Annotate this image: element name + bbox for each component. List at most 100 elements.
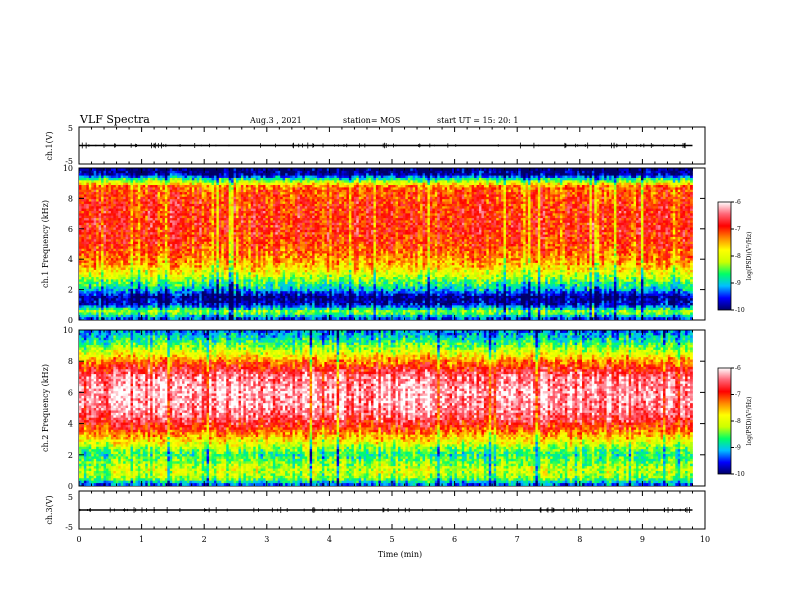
spectrogram-cell	[106, 227, 109, 230]
spectrogram-cell	[104, 256, 107, 259]
spectrogram-cell	[89, 256, 92, 259]
spectrogram-cell	[121, 246, 124, 249]
spectrogram-cell	[116, 265, 119, 268]
spectrogram-cell	[106, 242, 109, 245]
spectrogram-cell	[118, 277, 121, 280]
spectrogram-cell	[94, 171, 97, 174]
spectrogram-cell	[113, 286, 116, 289]
spectrogram-cell	[116, 312, 119, 315]
spectrogram-cell	[101, 270, 104, 273]
spectrogram-cell	[89, 291, 92, 294]
spectrogram-cell	[91, 190, 94, 193]
spectrogram-cell	[79, 237, 82, 240]
spectrogram-cell	[108, 303, 111, 306]
spectrogram-cell	[99, 296, 102, 299]
spectrogram-cell	[126, 194, 129, 197]
spectrogram-cell	[86, 249, 89, 252]
spectrogram-cell	[91, 185, 94, 188]
spectrogram-cell	[116, 194, 119, 197]
spectrogram-cell	[94, 301, 97, 304]
spectrogram-cell	[84, 303, 87, 306]
spectrogram-cell	[131, 178, 134, 181]
spectrogram-cell	[81, 239, 84, 242]
spectrogram-cell	[84, 232, 87, 235]
spectrogram-cell	[116, 249, 119, 252]
spectrogram-cell	[84, 178, 87, 181]
spectrogram-cell	[99, 242, 102, 245]
spectrogram-cell	[96, 261, 99, 264]
spectrogram-cell	[128, 178, 131, 181]
spectrogram-cell	[104, 268, 107, 271]
spectrogram-cell	[113, 187, 116, 190]
spectrogram-cell	[108, 275, 111, 278]
spectrogram-cell	[128, 289, 131, 292]
spectrogram-cell	[108, 232, 111, 235]
spectrogram-cell	[121, 190, 124, 193]
spectrogram-cell	[91, 206, 94, 209]
spectrogram-cell	[111, 244, 114, 247]
spectrogram-cell	[96, 187, 99, 190]
spectrogram-cell	[81, 251, 84, 254]
spectrogram-cell	[91, 286, 94, 289]
spectrogram-cell	[79, 194, 82, 197]
spectrogram-cell	[118, 317, 121, 320]
spectrogram-cell	[79, 206, 82, 209]
spectrogram-cell	[106, 204, 109, 207]
spectrogram-cell	[101, 268, 104, 271]
spectrogram-cell	[101, 213, 104, 216]
spectrogram-cell	[89, 173, 92, 176]
spectrogram-cell	[123, 298, 126, 301]
spectrogram-cell	[126, 303, 129, 306]
spectrogram-cell	[123, 279, 126, 282]
spectrogram-cell	[79, 244, 82, 247]
spectrogram-cell	[79, 261, 82, 264]
spectrogram-cell	[104, 206, 107, 209]
spectrogram-cell	[108, 176, 111, 179]
spectrogram-cell	[104, 315, 107, 318]
spectrogram-cell	[126, 235, 129, 238]
spectrogram-cell	[123, 251, 126, 254]
spectrogram-cell	[101, 239, 104, 242]
spectrogram-cell	[101, 230, 104, 233]
spectrogram-cell	[79, 199, 82, 202]
spectrogram-cell	[99, 225, 102, 228]
spectrogram-cell	[86, 206, 89, 209]
spectrogram-cell	[89, 268, 92, 271]
spectrogram-cell	[81, 249, 84, 252]
spectrogram-cell	[89, 216, 92, 219]
spectrogram-cell	[94, 204, 97, 207]
spectrogram-cell	[91, 178, 94, 181]
spectrogram-cell	[104, 303, 107, 306]
spectrogram-cell	[121, 312, 124, 315]
spectrogram-cell	[79, 235, 82, 238]
spectrogram-cell	[108, 277, 111, 280]
spectrogram-cell	[128, 282, 131, 285]
spectrogram-cell	[101, 303, 104, 306]
spectrogram-cell	[94, 296, 97, 299]
spectrogram-cell	[84, 301, 87, 304]
spectrogram-cell	[113, 282, 116, 285]
spectrogram-cell	[84, 256, 87, 259]
spectrogram-cell	[106, 289, 109, 292]
spectrogram-cell	[79, 180, 82, 183]
spectrogram-cell	[121, 220, 124, 223]
spectrogram-cell	[89, 183, 92, 186]
spectrogram-cell	[116, 230, 119, 233]
spectrogram-cell	[128, 239, 131, 242]
spectrogram-cell	[104, 258, 107, 261]
spectrogram-cell	[118, 265, 121, 268]
spectrogram-cell	[126, 308, 129, 311]
spectrogram-cell	[81, 296, 84, 299]
spectrogram-cell	[126, 282, 129, 285]
spectrogram-cell	[106, 294, 109, 297]
spectrogram-cell	[128, 225, 131, 228]
spectrogram-cell	[79, 310, 82, 313]
spectrogram-cell	[108, 178, 111, 181]
spectrogram-cell	[91, 194, 94, 197]
spectrogram-cell	[79, 225, 82, 228]
spectrogram-cell	[79, 192, 82, 195]
spectrogram-cell	[89, 235, 92, 238]
spectrogram-cell	[91, 253, 94, 256]
spectrogram-cell	[94, 303, 97, 306]
spectrogram-cell	[104, 305, 107, 308]
